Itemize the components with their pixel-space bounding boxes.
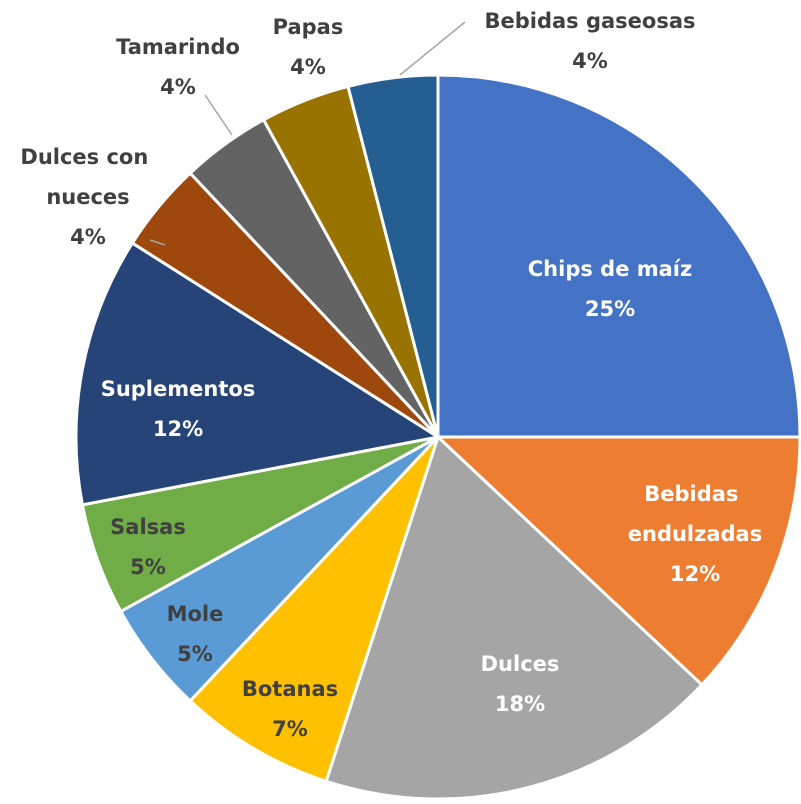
pie-slice (74, 240, 443, 507)
category-label: Mole (167, 602, 224, 626)
label-line: Dulces con (20, 145, 155, 169)
value-label: 4% (160, 75, 196, 99)
leader-line (399, 21, 466, 76)
label-line: endulzadas (628, 522, 762, 546)
leader-line (204, 94, 233, 136)
label-line: Salsas (110, 515, 186, 539)
category-label: Dulces (481, 652, 560, 676)
value-label: 5% (177, 642, 213, 666)
label-line: nueces (46, 185, 129, 209)
leader-line (149, 239, 166, 246)
category-label: Bebidas gaseosas (484, 9, 695, 33)
value-label: 25% (585, 297, 635, 321)
value-label: 18% (495, 692, 545, 716)
value-label: 4% (70, 225, 106, 249)
pie-slice (434, 435, 801, 687)
pie-slice (324, 434, 705, 801)
label-line: Bebidas gaseosas (484, 9, 695, 33)
value-label: 5% (130, 555, 166, 579)
category-label: Botanas (242, 677, 338, 701)
category-label: Tamarindo (116, 35, 240, 59)
value-label: 4% (572, 49, 608, 73)
label-line: Chips de maíz (528, 257, 692, 281)
pie-slice (436, 73, 801, 439)
pie-slice (346, 73, 440, 438)
category-label: Dulces con nueces (20, 145, 155, 209)
label-line: Botanas (242, 677, 338, 701)
category-label: Papas (273, 15, 344, 39)
value-label: 12% (670, 562, 720, 586)
category-label: Suplementos (101, 377, 256, 401)
value-label: 7% (272, 717, 308, 741)
value-label: 4% (290, 55, 326, 79)
label-line: Mole (167, 602, 224, 626)
label-line: Suplementos (101, 377, 256, 401)
category-label: Bebidas endulzadas (628, 482, 762, 546)
value-label: 12% (153, 417, 203, 441)
label-line: Tamarindo (116, 35, 240, 59)
label-line: Bebidas (644, 482, 746, 506)
label-line: Papas (273, 15, 344, 39)
category-label: Salsas (110, 515, 186, 539)
pie-slice (188, 435, 440, 784)
label-line: Dulces (481, 652, 560, 676)
category-label: Chips de maíz (528, 257, 692, 281)
